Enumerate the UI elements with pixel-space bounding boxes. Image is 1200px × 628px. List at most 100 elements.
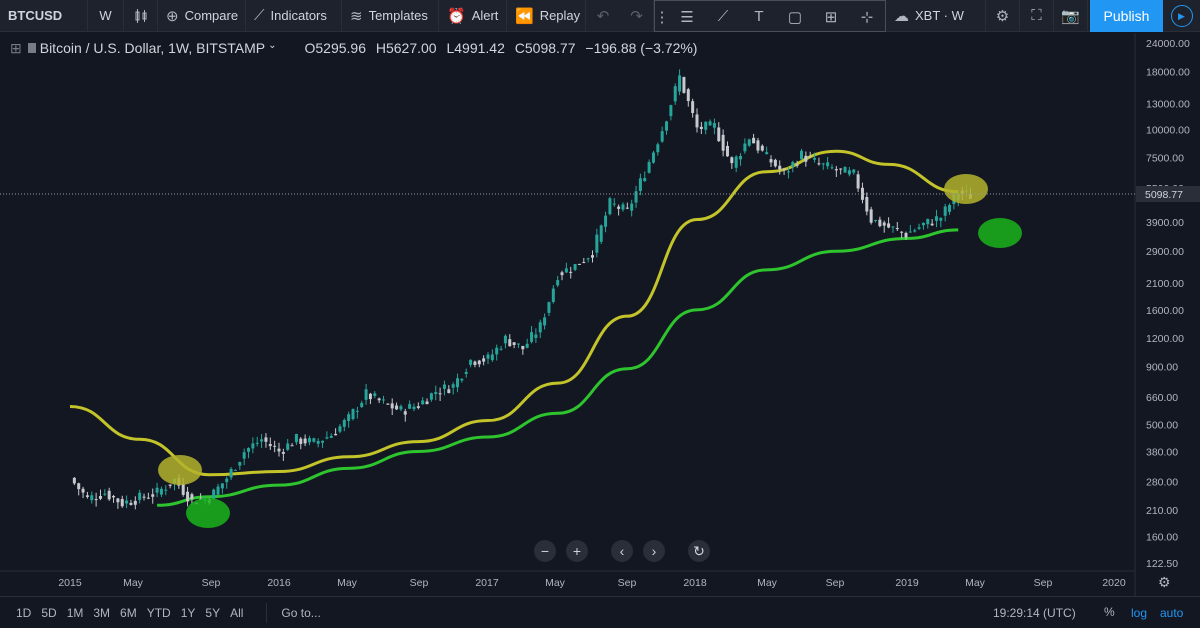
range-1y[interactable]: 1Y: [180, 605, 196, 620]
auto-toggle[interactable]: auto: [1160, 606, 1184, 620]
candle[interactable]: [895, 221, 899, 232]
watchlist-button[interactable]: ☁ XBT · W: [886, 0, 986, 32]
candle[interactable]: [795, 160, 799, 168]
range-3m[interactable]: 3M: [93, 605, 111, 620]
candle[interactable]: [112, 494, 116, 503]
candle[interactable]: [948, 203, 952, 215]
candle[interactable]: [564, 262, 568, 274]
candle[interactable]: [630, 199, 634, 217]
candle[interactable]: [168, 484, 172, 489]
candle[interactable]: [856, 170, 860, 192]
legend-chevron-icon[interactable]: ⌄: [268, 40, 277, 51]
candle[interactable]: [377, 397, 381, 404]
candle[interactable]: [656, 142, 660, 156]
candle[interactable]: [826, 156, 830, 170]
candle[interactable]: [556, 275, 560, 288]
publish-button[interactable]: Publish: [1090, 0, 1163, 32]
candle[interactable]: [456, 373, 460, 393]
candle[interactable]: [260, 434, 264, 449]
candle[interactable]: [551, 285, 555, 304]
candle[interactable]: [273, 440, 277, 453]
candle[interactable]: [821, 162, 825, 170]
candle[interactable]: [351, 408, 355, 421]
candle[interactable]: [734, 155, 738, 173]
horizontal-lines-icon[interactable]: ☰: [680, 8, 694, 26]
candle[interactable]: [852, 168, 856, 175]
candle[interactable]: [486, 352, 490, 364]
candle[interactable]: [425, 398, 429, 405]
candle[interactable]: [752, 133, 756, 144]
candle[interactable]: [913, 228, 917, 233]
candle[interactable]: [142, 493, 146, 501]
go-to-button[interactable]: Go to...: [266, 602, 321, 623]
candle[interactable]: [255, 436, 259, 447]
candle[interactable]: [464, 368, 468, 378]
candle[interactable]: [238, 461, 242, 470]
candle[interactable]: [878, 216, 882, 228]
candle[interactable]: [429, 392, 433, 402]
candle[interactable]: [77, 482, 81, 496]
candle[interactable]: [116, 497, 120, 509]
candle[interactable]: [107, 487, 111, 501]
candle[interactable]: [712, 118, 716, 135]
candle[interactable]: [307, 435, 311, 446]
candle[interactable]: [608, 196, 612, 216]
candle[interactable]: [281, 448, 285, 461]
candle[interactable]: [904, 231, 908, 240]
candle[interactable]: [129, 499, 133, 506]
candle[interactable]: [373, 391, 377, 399]
candle[interactable]: [133, 496, 137, 510]
candle[interactable]: [591, 250, 594, 263]
candle[interactable]: [686, 87, 690, 107]
candle[interactable]: [460, 378, 464, 383]
log-toggle[interactable]: log: [1131, 606, 1148, 620]
candle[interactable]: [277, 442, 281, 457]
candle[interactable]: [756, 137, 760, 154]
candle[interactable]: [451, 382, 455, 395]
candle[interactable]: [930, 219, 934, 227]
candle[interactable]: [146, 492, 150, 500]
candle[interactable]: [495, 344, 499, 361]
candle[interactable]: [678, 69, 682, 96]
range-ytd[interactable]: YTD: [146, 605, 171, 620]
settings-gear-icon[interactable]: ⚙: [986, 0, 1020, 32]
candle[interactable]: [691, 98, 695, 118]
candle[interactable]: [416, 402, 420, 410]
candle[interactable]: [438, 387, 442, 402]
candle[interactable]: [617, 204, 621, 216]
candle[interactable]: [582, 257, 586, 264]
candle[interactable]: [865, 192, 869, 216]
zoom-in-button[interactable]: +: [566, 540, 588, 562]
utc-clock[interactable]: 19:29:14 (UTC): [993, 606, 1076, 620]
candle[interactable]: [860, 182, 864, 204]
candle[interactable]: [800, 148, 803, 161]
candle[interactable]: [508, 334, 512, 347]
candle[interactable]: [103, 489, 107, 496]
candle[interactable]: [769, 155, 773, 167]
candle[interactable]: [164, 485, 168, 496]
candle[interactable]: [547, 301, 551, 317]
reset-chart-button[interactable]: ↻: [688, 540, 710, 562]
range-5d[interactable]: 5D: [41, 605, 57, 620]
candle[interactable]: [791, 160, 795, 173]
range-1d[interactable]: 1D: [16, 605, 32, 620]
candle[interactable]: [934, 209, 938, 228]
text-tool-icon[interactable]: T: [754, 8, 764, 25]
candle[interactable]: [329, 433, 333, 439]
range-5y[interactable]: 5Y: [205, 605, 221, 620]
range-6m[interactable]: 6M: [120, 605, 137, 620]
green-marker-2015[interactable]: [186, 498, 230, 528]
rectangle-tool-icon[interactable]: ▢: [787, 8, 803, 26]
candle[interactable]: [482, 355, 486, 366]
scroll-right-button[interactable]: ›: [643, 540, 665, 562]
candle[interactable]: [220, 483, 224, 494]
drag-handle-icon[interactable]: ⋮: [654, 8, 670, 26]
candle[interactable]: [778, 160, 782, 175]
candle[interactable]: [512, 342, 516, 349]
candle[interactable]: [786, 167, 790, 179]
candle[interactable]: [321, 440, 325, 448]
interval-button[interactable]: W: [88, 0, 124, 32]
candle[interactable]: [760, 144, 764, 152]
candle[interactable]: [312, 437, 316, 443]
candle[interactable]: [138, 489, 142, 504]
